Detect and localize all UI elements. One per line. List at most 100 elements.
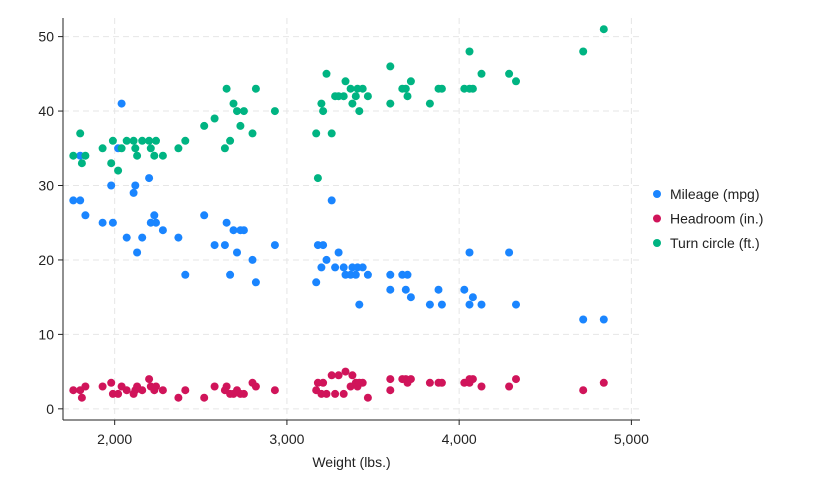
data-point	[117, 99, 126, 108]
data-point	[98, 144, 107, 153]
data-point	[331, 389, 340, 398]
x-ticks: 2,000 3,000 4,000 5,000	[97, 420, 649, 447]
data-point	[233, 107, 241, 116]
y-tick-label: 10	[38, 326, 54, 342]
data-point	[200, 211, 209, 220]
data-point	[81, 151, 90, 160]
data-point	[386, 375, 395, 384]
data-point	[239, 226, 248, 235]
data-point	[98, 382, 107, 391]
data-point	[339, 389, 348, 398]
data-point	[239, 389, 248, 398]
data-point	[346, 84, 355, 93]
data-point	[386, 62, 395, 71]
data-point	[468, 84, 477, 93]
legend-marker	[653, 214, 661, 223]
data-point	[512, 300, 520, 309]
y-tick-label: 40	[38, 103, 54, 119]
data-point	[131, 144, 140, 153]
data-point	[251, 278, 260, 287]
data-point	[579, 386, 588, 395]
data-point	[512, 77, 520, 86]
data-point	[122, 136, 131, 145]
data-point	[512, 375, 520, 384]
data-point	[437, 84, 446, 93]
data-point	[152, 218, 160, 227]
data-point	[145, 136, 154, 145]
data-point	[386, 285, 395, 294]
series-3	[69, 25, 608, 183]
x-tick-label: 5,000	[614, 431, 649, 447]
legend-label: Turn circle (ft.)	[670, 235, 760, 251]
data-point	[425, 378, 434, 387]
legend-item: Headroom (in.)	[653, 211, 763, 227]
series-2	[69, 367, 608, 402]
data-point	[334, 248, 343, 257]
y-tick-label: 30	[38, 178, 54, 194]
data-point	[355, 300, 364, 309]
x-tick-label: 2,000	[97, 431, 132, 447]
data-point	[270, 386, 279, 395]
data-point	[248, 255, 257, 264]
data-point	[133, 248, 142, 257]
data-point	[133, 151, 142, 160]
data-point	[150, 211, 159, 220]
data-point	[210, 382, 219, 391]
y-tick-label: 20	[38, 252, 54, 268]
y-tick-label: 0	[46, 401, 54, 417]
legend: Mileage (mpg) Headroom (in.) Turn circle (…	[653, 186, 763, 251]
data-point	[319, 378, 328, 387]
data-point	[351, 270, 360, 279]
data-point	[229, 99, 238, 108]
data-point	[145, 375, 154, 384]
data-point	[334, 371, 343, 380]
data-point	[236, 121, 245, 130]
data-point	[312, 129, 321, 138]
data-point	[358, 263, 367, 272]
data-point	[76, 129, 85, 138]
data-point	[158, 386, 167, 395]
data-point	[158, 226, 167, 235]
data-point	[117, 144, 126, 153]
data-point	[363, 92, 372, 101]
data-point	[348, 99, 357, 108]
legend-marker	[653, 239, 661, 247]
data-point	[437, 378, 446, 387]
data-point	[138, 233, 147, 242]
data-point	[339, 92, 348, 101]
data-point	[327, 129, 336, 138]
data-point	[270, 241, 279, 250]
data-point	[327, 196, 336, 205]
data-point	[248, 129, 257, 138]
data-point	[145, 174, 154, 183]
data-point	[76, 196, 85, 205]
data-point	[403, 92, 412, 101]
data-point	[220, 241, 229, 250]
data-point	[331, 263, 340, 272]
data-point	[579, 47, 588, 56]
x-tick-label: 3,000	[269, 431, 304, 447]
data-point	[239, 107, 248, 116]
data-point	[210, 114, 219, 123]
data-point	[270, 107, 279, 116]
legend-marker	[653, 190, 661, 198]
data-point	[406, 293, 415, 302]
data-point	[465, 47, 474, 56]
data-point	[114, 166, 123, 175]
data-point	[152, 382, 160, 391]
data-point	[181, 386, 190, 395]
data-point	[114, 389, 123, 398]
data-point	[339, 263, 348, 272]
data-point	[138, 386, 147, 395]
data-point	[181, 136, 190, 145]
data-point	[107, 159, 116, 168]
data-point	[327, 371, 336, 380]
data-point	[108, 136, 117, 145]
legend-item: Turn circle (ft.)	[653, 235, 760, 251]
data-point	[505, 69, 514, 78]
data-point	[174, 233, 183, 242]
data-point	[401, 285, 410, 294]
series-1	[69, 99, 608, 324]
gridlines	[63, 18, 640, 420]
data-point	[129, 136, 138, 145]
